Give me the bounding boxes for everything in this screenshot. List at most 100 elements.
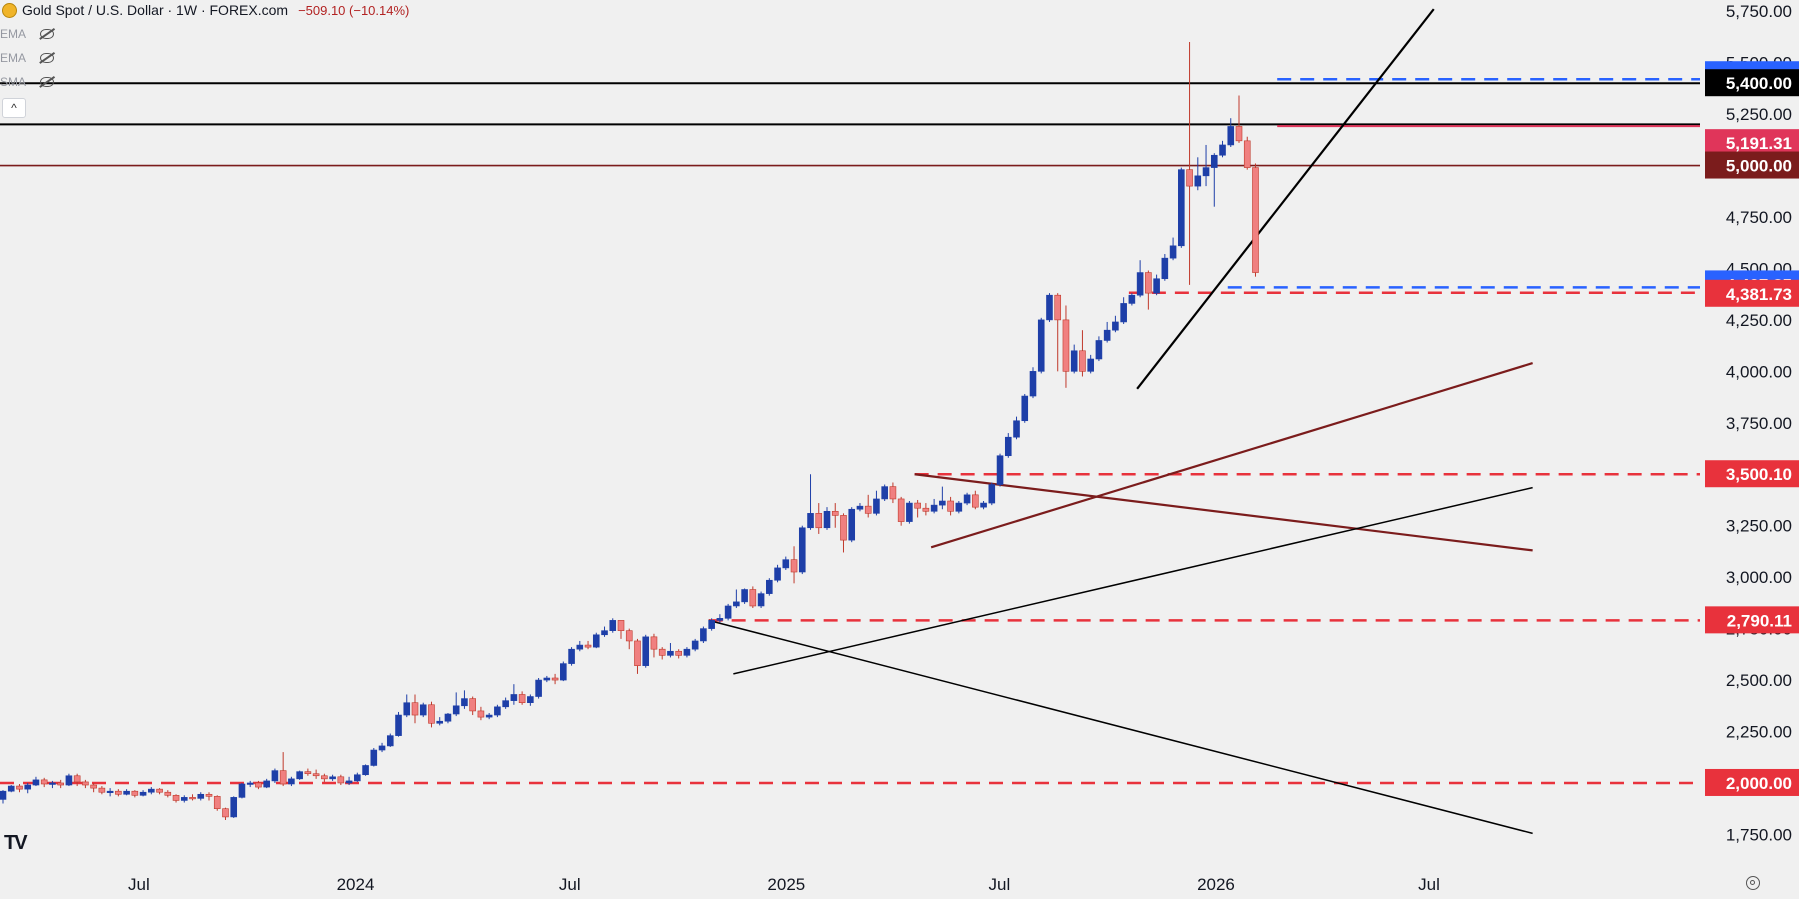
tradingview-logo: TV — [4, 832, 28, 854]
candle-body — [1046, 294, 1053, 321]
candle-body — [1054, 294, 1062, 321]
candle-body — [296, 771, 303, 780]
price-label-box — [1705, 69, 1799, 97]
candle-body — [90, 784, 97, 789]
candle-body — [782, 559, 790, 569]
candle-body — [864, 505, 872, 514]
price-label: 2,790.11 — [1727, 611, 1792, 630]
indicator-ema-1[interactable]: EMA — [0, 27, 55, 41]
y-tick-label: 3,750.00 — [1726, 414, 1792, 433]
candle-body — [148, 788, 155, 793]
candle-body — [1178, 169, 1185, 247]
candle-body — [131, 790, 139, 796]
candle-body — [40, 779, 48, 785]
candle-body — [230, 797, 238, 818]
candle-body — [650, 636, 658, 650]
x-tick-label: Jul — [559, 875, 581, 894]
candle-body — [658, 648, 666, 656]
candle-body — [1004, 436, 1012, 457]
y-tick-label: 4,750.00 — [1726, 208, 1792, 227]
x-tick-label: 2025 — [767, 875, 805, 894]
candle-body — [386, 735, 394, 747]
candle-body — [757, 593, 765, 607]
candle-body — [403, 702, 411, 716]
candle-body — [461, 698, 468, 707]
candle-body — [955, 502, 963, 512]
candle-body — [1252, 167, 1259, 273]
trendline-4 — [708, 619, 1533, 835]
candle-body — [1145, 272, 1152, 294]
price-label-box — [1705, 151, 1799, 179]
candle-body — [444, 713, 452, 722]
candle-body — [115, 790, 122, 795]
candle-body — [98, 787, 106, 793]
price-label: 5,000.00 — [1726, 157, 1792, 176]
price-label-box — [1705, 606, 1799, 634]
candle-body — [914, 502, 921, 509]
candle-body — [238, 783, 246, 798]
candle-body — [49, 782, 56, 785]
candle-body — [634, 640, 641, 666]
price-label-box — [1705, 460, 1799, 488]
price-label: 4,381.73 — [1726, 285, 1792, 304]
candle-body — [246, 782, 254, 785]
eye-off-icon[interactable] — [40, 29, 55, 39]
candle-body — [1186, 169, 1193, 187]
trendline-1 — [930, 362, 1533, 549]
candle-body — [683, 648, 691, 656]
trendline-3 — [733, 486, 1533, 675]
indicator-sma[interactable]: SMA — [0, 75, 55, 89]
candle-body — [73, 775, 81, 783]
symbol-title[interactable]: Gold Spot / U.S. Dollar · 1W · FOREX.com — [22, 2, 289, 18]
eye-off-icon[interactable] — [40, 77, 55, 87]
candle-body — [65, 775, 73, 786]
candle-body — [0, 790, 7, 800]
candle-body — [625, 630, 633, 642]
x-tick-label: 2024 — [337, 875, 375, 894]
candle-body — [419, 704, 427, 716]
candle-body — [576, 644, 584, 650]
candle-body — [180, 797, 188, 801]
candle-body — [980, 502, 987, 508]
candle-body — [1103, 329, 1111, 341]
indicator-label: SMA — [0, 75, 27, 89]
candles — [0, 42, 1259, 821]
candle-body — [304, 771, 312, 775]
candle-body — [370, 749, 378, 766]
candle-body — [469, 698, 476, 712]
indicator-label: EMA — [0, 51, 27, 65]
candle-body — [1153, 278, 1160, 294]
candle-body — [543, 677, 551, 681]
candle-body — [485, 714, 493, 718]
price-label: 5,400.00 — [1726, 74, 1792, 93]
candle-body — [856, 505, 864, 510]
candle-body — [1210, 154, 1218, 168]
candle-body — [568, 648, 575, 664]
collapse-legend-button[interactable]: ^ — [2, 98, 26, 118]
candle-body — [1243, 140, 1251, 168]
candle-body — [897, 498, 905, 522]
candle-body — [642, 636, 650, 666]
trendline-2 — [914, 473, 1533, 552]
candle-body — [1029, 371, 1037, 397]
candle-body — [922, 507, 930, 512]
indicator-ema-2[interactable]: EMA — [0, 51, 55, 65]
candle-body — [584, 644, 592, 648]
candle-body — [1013, 420, 1020, 438]
candle-body — [1235, 126, 1243, 142]
candle-body — [749, 589, 757, 607]
candle-body — [790, 559, 798, 573]
settings-icon[interactable] — [1746, 876, 1760, 890]
candle-body — [617, 620, 625, 631]
candle-body — [724, 605, 732, 619]
candle-body — [354, 774, 361, 782]
price-change: −509.10 (−10.14%) — [298, 2, 410, 18]
candle-body — [840, 515, 847, 541]
candle-body — [1120, 303, 1127, 323]
price-label-box — [1705, 768, 1799, 796]
candle-body — [1128, 294, 1136, 304]
eye-off-icon[interactable] — [40, 53, 55, 63]
candle-body — [197, 793, 205, 799]
candle-body — [378, 745, 386, 751]
